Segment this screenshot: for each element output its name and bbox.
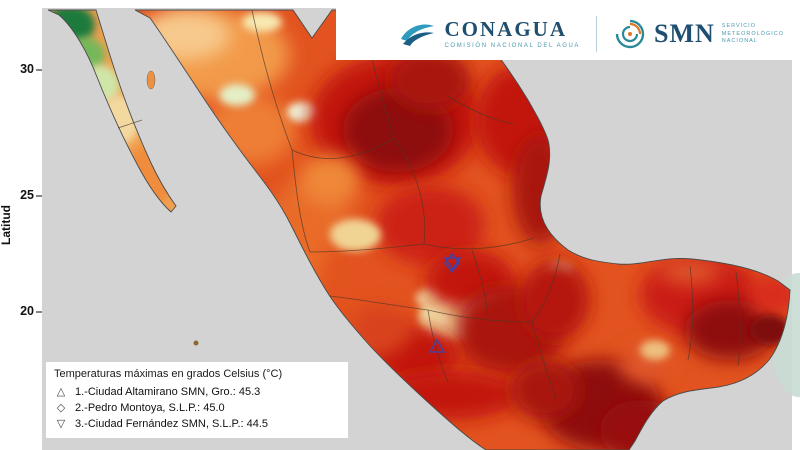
conagua-logo: CONAGUA COMISIÓN NACIONAL DEL AGUA [397, 19, 581, 49]
baja-coastline [47, 9, 177, 213]
legend-title: Temperaturas máximas en grados Celsius (… [54, 368, 283, 380]
legend-item-1-label: 1.-Ciudad Altamirano SMN, Gro.: 45.3 [75, 386, 261, 398]
pacific-island [193, 340, 199, 346]
station-marker-triangle-down [443, 257, 462, 271]
y-axis-ticks [36, 69, 42, 313]
legend-item-2: ◇ 2.-Pedro Montoya, S.L.P.: 45.0 [54, 402, 340, 414]
station-marker-triangle-up [428, 338, 446, 353]
gulf-island [146, 70, 156, 90]
legend-item-1: △ 1.-Ciudad Altamirano SMN, Gro.: 45.3 [54, 386, 340, 398]
y-axis-label: Latitud [0, 205, 13, 245]
mainland-coastline [134, 9, 791, 450]
conagua-subtitle: COMISIÓN NACIONAL DEL AGUA [444, 43, 581, 49]
smn-wordmark: SMN [654, 19, 715, 48]
legend-item-2-label: 2.-Pedro Montoya, S.L.P.: 45.0 [75, 402, 225, 414]
smn-subtitle-line-1: SERVICIO [721, 23, 756, 30]
logo-divider [596, 16, 598, 52]
diamond-icon: ◇ [56, 401, 66, 414]
conagua-wordmark: CONAGUA [444, 17, 567, 41]
station-markers [428, 252, 462, 353]
smn-logo: SMN SERVICIO METEOROLÓGICO NACIONAL [613, 17, 784, 51]
y-tick-30: 30 [20, 62, 34, 76]
smn-subtitle-line-2: METEOROLÓGICO [721, 30, 784, 37]
station-marker-diamond [443, 252, 461, 274]
smn-subtitle: SERVICIO METEOROLÓGICO NACIONAL [722, 23, 784, 45]
triangle-up-icon: △ [56, 385, 66, 398]
smn-subtitle-line-3: NACIONAL [721, 38, 758, 45]
baja-state-boundary [117, 119, 143, 129]
temperature-legend: Temperaturas máximas en grados Celsius (… [46, 362, 348, 438]
y-tick-25: 25 [20, 188, 34, 202]
smn-swirl-icon [615, 19, 645, 49]
triangle-down-icon: ▽ [56, 417, 66, 430]
y-tick-20: 20 [20, 304, 34, 318]
legend-item-3: ▽ 3.-Ciudad Fernández SMN, S.L.P.: 44.5 [54, 418, 340, 430]
conagua-water-icon [400, 24, 434, 46]
state-boundaries [251, 10, 741, 401]
legend-item-3-label: 3.-Ciudad Fernández SMN, S.L.P.: 44.5 [75, 418, 269, 430]
logo-panel: CONAGUA COMISIÓN NACIONAL DEL AGUA SMN S… [336, 8, 792, 60]
